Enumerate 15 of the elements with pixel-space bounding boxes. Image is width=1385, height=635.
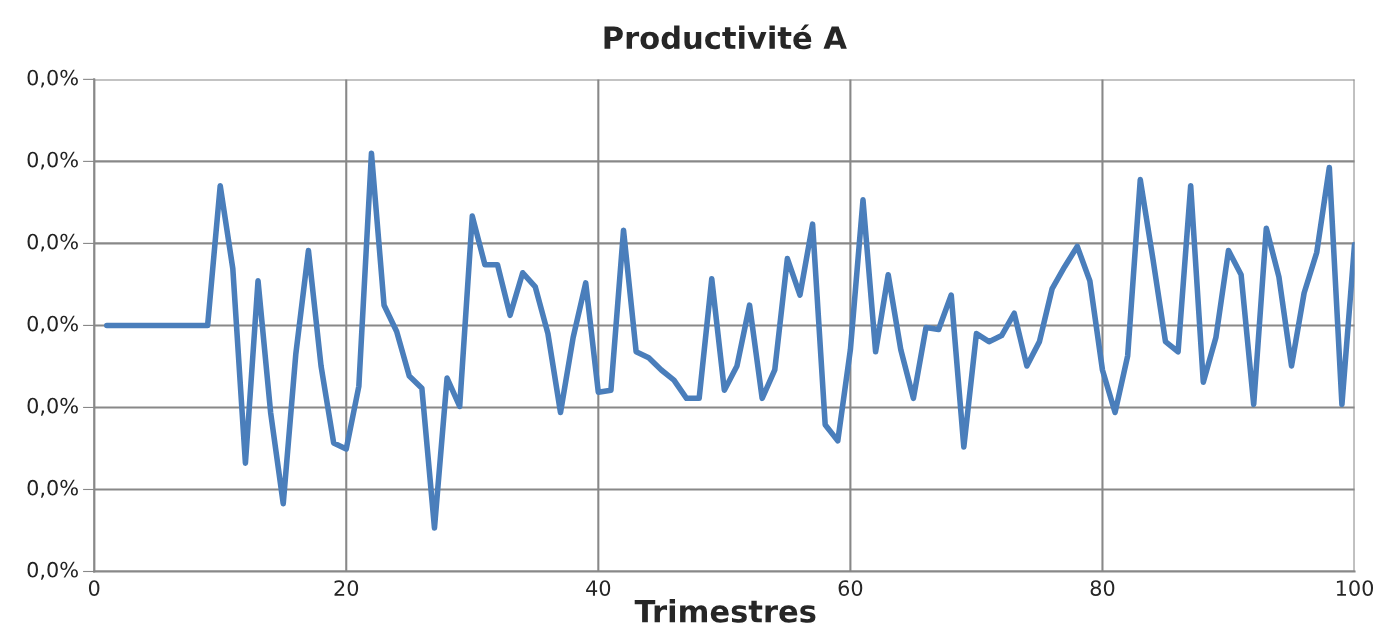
text: 0,0% bbox=[27, 233, 78, 252]
x-tick-label: 20 bbox=[334, 580, 359, 596]
text: 0,0% bbox=[27, 69, 78, 88]
x-axis-title: Trimestres bbox=[634, 599, 816, 623]
text: 0,0% bbox=[27, 151, 78, 170]
text: 0,0% bbox=[27, 397, 78, 416]
x-tick-label: 0 bbox=[88, 580, 100, 596]
x-tick-label: 40 bbox=[586, 580, 611, 596]
x-tick-label: 100 bbox=[1336, 580, 1374, 596]
text: 0,0% bbox=[27, 479, 78, 498]
x-tick-label: 80 bbox=[1090, 580, 1115, 596]
text: 0,0% bbox=[27, 561, 78, 580]
chart-title: Productivité A bbox=[604, 24, 847, 50]
x-tick-label: 60 bbox=[838, 580, 863, 596]
text: 0,0% bbox=[27, 315, 78, 334]
